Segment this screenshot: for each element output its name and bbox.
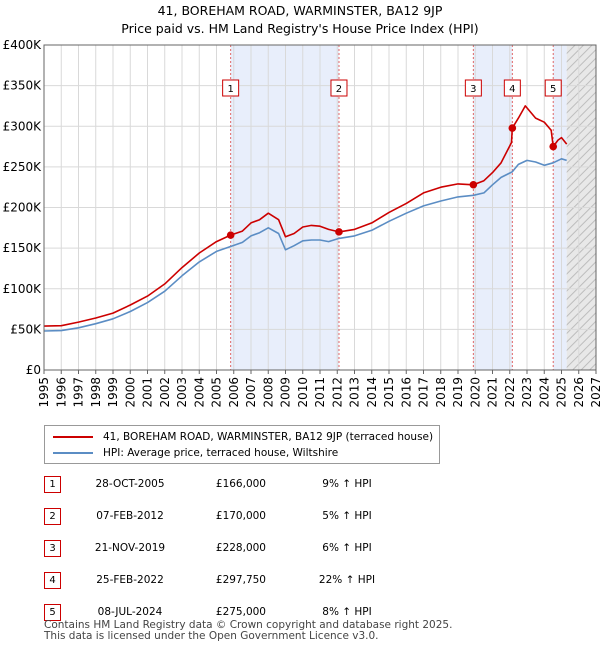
sales-table: 1 28-OCT-2005 £166,000 9% ↑ HPI 2 07-FEB… [44,472,464,632]
x-tick-label: 2024 [537,377,551,408]
y-tick-label: £200K [3,201,43,215]
sale-point [549,142,558,151]
x-tick-label: 1997 [72,377,86,408]
x-tick-label: 2019 [451,377,465,408]
x-tick-label: 2026 [572,377,586,408]
sale-hpi-delta: 5% ↑ HPI [322,510,372,522]
sale-number: 1 [44,476,61,493]
sale-row: 5 08-JUL-2024 £275,000 8% ↑ HPI [44,600,464,632]
sale-date: 08-JUL-2024 [97,606,163,618]
chart-title: 41, BOREHAM ROAD, WARMINSTER, BA12 9JP [158,3,443,18]
x-tick-label: 2016 [399,377,413,408]
x-tick-label: 2003 [175,377,189,408]
sale-row: 3 21-NOV-2019 £228,000 6% ↑ HPI [44,536,464,568]
sale-point [335,228,343,236]
legend-property-line [53,436,93,438]
x-tick-label: 2011 [313,377,327,408]
sale-hpi-delta: 8% ↑ HPI [322,606,372,618]
y-tick-label: £50K [10,322,42,336]
x-tick-label: 2000 [123,377,137,408]
sale-number: 5 [44,604,61,621]
sale-hpi-delta: 22% ↑ HPI [318,574,376,586]
sale-label-box [464,79,482,97]
legend-property: 41, BOREHAM ROAD, WARMINSTER, BA12 9JP (… [53,429,433,445]
sale-number: 4 [44,572,61,589]
x-tick-label: 2015 [382,377,396,408]
sale-hpi-delta: 6% ↑ HPI [322,542,372,554]
x-tick-label: 2017 [417,377,431,408]
sale-price: £228,000 [215,542,266,554]
footer-attribution: Contains HM Land Registry data © Crown c… [44,620,452,642]
sale-row: 2 07-FEB-2012 £170,000 5% ↑ HPI [44,504,464,536]
x-tick-label: 2005 [210,377,224,408]
sale-date: 07-FEB-2012 [96,510,164,522]
property-price-line [43,105,568,327]
x-tick-label: 2022 [503,377,517,408]
sale-price: £170,000 [215,510,266,522]
sale-price: £166,000 [215,478,266,490]
sale-price: £297,750 [215,574,266,586]
y-tick-label: £300K [3,119,43,133]
sale-point [508,124,517,132]
x-tick-label: 1998 [89,377,103,408]
footer-copyright: Contains HM Land Registry data © Crown c… [44,619,453,631]
x-tick-label: 2020 [468,377,482,408]
x-tick-label: 2002 [158,377,172,408]
legend-property-label: 41, BOREHAM ROAD, WARMINSTER, BA12 9JP (… [103,431,434,443]
x-tick-label: 2018 [434,377,448,408]
x-tick-label: 1996 [54,377,68,408]
sale-date: 21-NOV-2019 [94,542,166,554]
sale-price: £275,000 [215,606,266,618]
sale-label-box [222,79,240,97]
sale-date: 28-OCT-2005 [95,478,165,490]
footer-licence: This data is licensed under the Open Gov… [44,630,379,642]
x-tick-label: 2001 [141,377,155,408]
sale-point [226,231,235,239]
sale-label-text: 2 [336,84,342,95]
x-tick-label: 1995 [37,377,51,408]
sale-label-box [330,79,348,97]
x-tick-label: 2009 [279,377,293,408]
sale-row: 4 25-FEB-2022 £297,750 22% ↑ HPI [44,568,464,600]
x-tick-label: 2012 [330,377,344,408]
legend-hpi-line [53,452,93,454]
sale-point [469,180,478,189]
y-tick-label: £350K [3,79,43,93]
sale-label-box [503,79,521,97]
x-tick-label: 2010 [296,377,310,408]
chart-subtitle: Price paid vs. HM Land Registry's House … [121,21,478,36]
sale-label-text: 3 [470,84,476,95]
x-tick-label: 2023 [520,377,534,408]
hpi-line [43,158,567,332]
x-tick-label: 2013 [348,377,362,408]
x-tick-label: 2025 [555,377,569,408]
sale-hpi-delta: 9% ↑ HPI [322,478,372,490]
sale-number: 3 [44,540,61,557]
sale-label-text: 5 [550,84,556,95]
price-chart: 41, BOREHAM ROAD, WARMINSTER, BA12 9JP Pr… [3,3,600,408]
sale-row: 1 28-OCT-2005 £166,000 9% ↑ HPI [44,472,464,504]
sale-label-text: 1 [227,84,233,95]
x-tick-label: 2014 [365,377,379,408]
sale-label-box [544,79,562,97]
sale-label-text: 4 [509,84,515,95]
x-tick-label: 2004 [192,377,206,408]
y-tick-label: £150K [3,241,43,255]
legend-hpi: HPI: Average price, terraced house, Wilt… [53,445,338,461]
x-tick-label: 2008 [261,377,275,408]
x-tick-label: 2021 [486,377,500,408]
y-tick-label: £100K [3,282,43,296]
x-tick-label: 1999 [106,377,120,408]
sale-date: 25-FEB-2022 [96,574,164,586]
y-tick-label: £0 [26,363,41,377]
y-tick-label: £250K [3,160,43,174]
x-tick-label: 2007 [244,377,258,408]
sale-number: 2 [44,508,61,525]
chart-legend: 41, BOREHAM ROAD, WARMINSTER, BA12 9JP (… [44,425,440,464]
y-tick-label: £400K [3,38,43,52]
legend-hpi-label: HPI: Average price, terraced house, Wilt… [103,447,339,459]
x-tick-label: 2027 [589,377,600,408]
x-tick-label: 2006 [227,377,241,408]
